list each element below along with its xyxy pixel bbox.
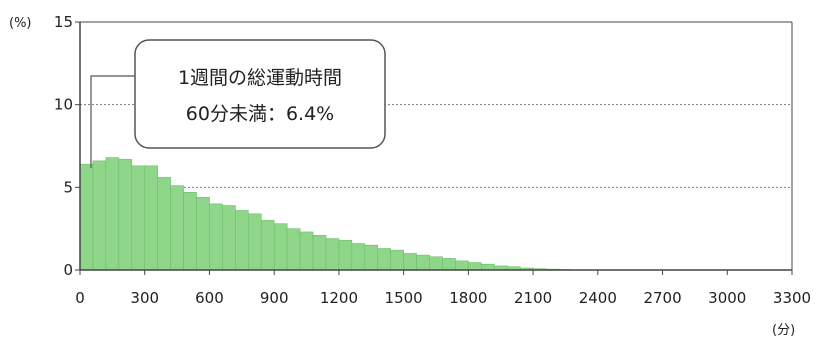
x-tick-label: 300 [130, 289, 159, 307]
histogram-bar [338, 239, 353, 271]
x-tick-label: 1200 [320, 289, 358, 307]
histogram-bar [286, 228, 301, 271]
histogram-bar [351, 243, 366, 271]
x-unit-label: (分) [772, 323, 795, 338]
y-tick-label: 5 [63, 178, 73, 196]
histogram-bar [390, 249, 404, 271]
x-tick-label: 0 [75, 289, 85, 307]
y-unit-label: (%) [9, 16, 32, 31]
callout: 1週間の総運動時間 60分未満：6.4% [90, 39, 386, 168]
histogram-bar [455, 260, 469, 271]
x-tick-label: 900 [260, 289, 289, 307]
x-tick-label: 1500 [385, 289, 423, 307]
histogram-bar [325, 238, 340, 271]
y-ticks: 0 5 10 15 [54, 13, 80, 279]
callout-leader-line [90, 75, 135, 168]
histogram-bar [312, 234, 327, 271]
x-tick-label: 2700 [643, 289, 681, 307]
x-ticks: 0 300 600 900 1200 1500 1800 2100 2400 2700 3000 33… [75, 270, 811, 307]
axes [79, 21, 793, 271]
histogram-bar [79, 163, 94, 271]
histogram-bar [377, 248, 391, 271]
histogram-bar [209, 203, 223, 271]
histogram-bar [299, 231, 314, 271]
y-tick-label: 10 [54, 96, 73, 114]
histogram-bar [429, 256, 443, 271]
histogram-bar [131, 165, 146, 271]
histogram-bar [364, 244, 379, 271]
x-tick-label: 600 [195, 289, 224, 307]
histogram-bar [196, 196, 210, 271]
x-tick-label: 2100 [514, 289, 552, 307]
gridlines [80, 104, 792, 188]
histogram-bar [170, 185, 184, 271]
x-tick-label: 1800 [449, 289, 487, 307]
histogram-bar [481, 263, 495, 271]
histogram-bar [222, 205, 236, 271]
histogram-bar [105, 157, 120, 271]
x-tick-label: 2400 [579, 289, 617, 307]
histogram-bar [235, 210, 249, 271]
histogram-bar [157, 177, 171, 271]
callout-line-2: 60分未満：6.4% [186, 103, 334, 125]
histogram-bar [118, 158, 133, 271]
x-tick-label: 3300 [773, 289, 811, 307]
histogram-bar [247, 213, 262, 271]
histogram-bar [144, 165, 158, 271]
x-tick-label: 3000 [708, 289, 746, 307]
histogram-bar [416, 254, 430, 271]
histogram-bar [468, 262, 482, 271]
y-tick-label: 0 [63, 261, 73, 279]
histogram-bar [403, 253, 417, 271]
histogram-bar [183, 191, 197, 271]
histogram-bar [442, 258, 456, 271]
y-tick-label: 15 [54, 13, 73, 31]
callout-line-1: 1週間の総運動時間 [178, 67, 342, 89]
callout-box [134, 39, 386, 149]
bars [79, 157, 573, 271]
histogram-bar [260, 220, 275, 271]
histogram-bar [273, 223, 288, 271]
histogram-bar [92, 160, 107, 271]
